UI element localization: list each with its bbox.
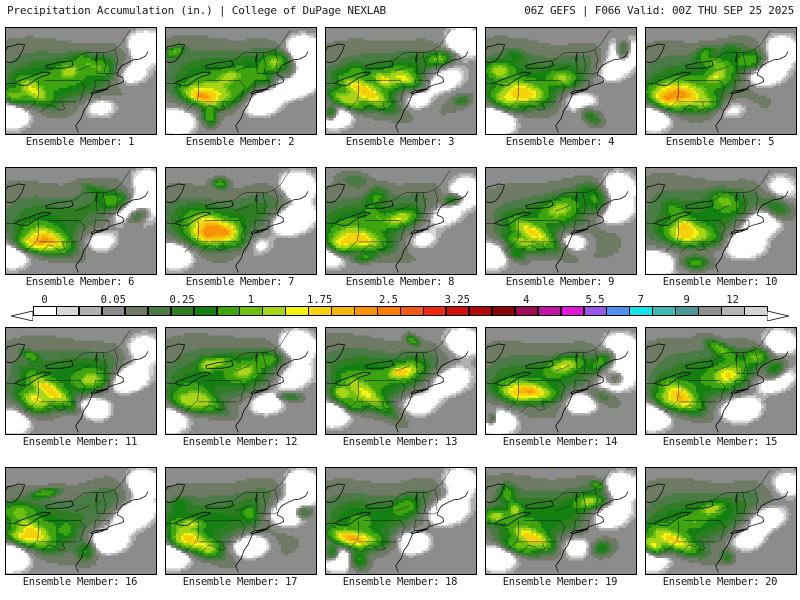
- ensemble-panel-label-16: Ensemble Member: 16: [22, 576, 138, 588]
- page-title: Precipitation Accumulation (in.) | Colle…: [7, 4, 386, 17]
- colorbar-tick-0: 0: [41, 294, 48, 306]
- colorbar-segment: [193, 306, 218, 316]
- colorbar-segment: [629, 306, 653, 316]
- ensemble-panel-label-2: Ensemble Member: 2: [185, 136, 295, 148]
- colorbar-segment: [262, 306, 286, 316]
- ensemble-panel-label-10: Ensemble Member: 10: [662, 276, 778, 288]
- ensemble-panel-label-8: Ensemble Member: 8: [345, 276, 455, 288]
- colorbar-segment: [101, 306, 126, 316]
- ensemble-panel-1[interactable]: [5, 27, 157, 135]
- ensemble-panel-9[interactable]: [485, 167, 637, 275]
- ensemble-panel-4[interactable]: [485, 27, 637, 135]
- colorbar-segment: [652, 306, 676, 316]
- colorbar-segment: [239, 306, 263, 316]
- ensemble-panel-16[interactable]: [5, 467, 157, 575]
- chart-header: Precipitation Accumulation (in.) | Colle…: [0, 0, 800, 24]
- colorbar-extend-right-arrow: [766, 306, 790, 322]
- ensemble-panel-6[interactable]: [5, 167, 157, 275]
- colorbar-segment: [468, 306, 493, 316]
- colorbar-tick-7: 4: [523, 294, 530, 306]
- colorbar-segment: [354, 306, 378, 316]
- colorbar-segment: [721, 306, 745, 316]
- colorbar-tick-9: 7: [637, 294, 644, 306]
- colorbar-segment: [33, 306, 57, 316]
- ensemble-panel-label-9: Ensemble Member: 9: [505, 276, 615, 288]
- colorbar-segment: [147, 306, 172, 316]
- ensemble-panel-label-4: Ensemble Member: 4: [505, 136, 615, 148]
- colorbar-segment: [331, 306, 355, 316]
- colorbar-segment: [400, 306, 424, 316]
- colorbar-segment: [560, 306, 585, 316]
- ensemble-panel-10[interactable]: [645, 167, 797, 275]
- ensemble-panel-label-19: Ensemble Member: 19: [502, 576, 618, 588]
- ensemble-panel-label-5: Ensemble Member: 5: [665, 136, 775, 148]
- ensemble-panel-11[interactable]: [5, 327, 157, 435]
- ensemble-panel-label-20: Ensemble Member: 20: [662, 576, 778, 588]
- ensemble-panel-14[interactable]: [485, 327, 637, 435]
- ensemble-panel-label-18: Ensemble Member: 18: [342, 576, 458, 588]
- colorbar: 0 0.05 0.25 1 1.75 2.5 3.25 4 5.5 7 9 12: [0, 294, 800, 324]
- colorbar-segment: [124, 306, 149, 316]
- ensemble-panel-label-6: Ensemble Member: 6: [25, 276, 135, 288]
- ensemble-panel-19[interactable]: [485, 467, 637, 575]
- ensemble-panel-8[interactable]: [325, 167, 477, 275]
- colorbar-tick-3: 1: [247, 294, 255, 306]
- colorbar-segment: [422, 306, 447, 316]
- colorbar-segment: [308, 306, 332, 316]
- ensemble-panel-15[interactable]: [645, 327, 797, 435]
- colorbar-tick-10: 9: [683, 294, 690, 306]
- ensemble-panel-12[interactable]: [165, 327, 317, 435]
- ensemble-panel-label-3: Ensemble Member: 3: [345, 136, 455, 148]
- colorbar-tick-4: 1.75: [307, 294, 333, 306]
- ensemble-panel-2[interactable]: [165, 27, 317, 135]
- colorbar-segment: [216, 306, 241, 316]
- colorbar-segment: [285, 306, 309, 316]
- colorbar-segment: [491, 306, 516, 316]
- ensemble-panel-13[interactable]: [325, 327, 477, 435]
- colorbar-segment: [445, 306, 470, 316]
- colorbar-segment: [514, 306, 539, 316]
- colorbar-segment: [537, 306, 562, 316]
- colorbar-tick-2: 0.25: [169, 294, 195, 306]
- ensemble-panel-label-13: Ensemble Member: 13: [342, 436, 458, 448]
- colorbar-bar: [0, 306, 800, 322]
- colorbar-tick-5: 2.5: [379, 294, 398, 306]
- ensemble-panel-label-11: Ensemble Member: 11: [22, 436, 138, 448]
- ensemble-panel-label-14: Ensemble Member: 14: [502, 436, 618, 448]
- ensemble-panel-label-12: Ensemble Member: 12: [182, 436, 298, 448]
- ensemble-panel-5[interactable]: [645, 27, 797, 135]
- ensemble-panel-3[interactable]: [325, 27, 477, 135]
- colorbar-segment: [744, 306, 768, 316]
- colorbar-segment: [583, 306, 608, 316]
- ensemble-panel-7[interactable]: [165, 167, 317, 275]
- colorbar-segment: [78, 306, 103, 316]
- colorbar-segment: [675, 306, 699, 316]
- colorbar-segment: [606, 306, 630, 316]
- ensemble-panel-label-7: Ensemble Member: 7: [185, 276, 295, 288]
- ensemble-panel-label-15: Ensemble Member: 15: [662, 436, 778, 448]
- colorbar-tick-6: 3.25: [444, 294, 470, 306]
- ensemble-panel-18[interactable]: [325, 467, 477, 575]
- colorbar-segment: [377, 306, 401, 316]
- colorbar-segment: [55, 306, 80, 316]
- ensemble-panel-label-1: Ensemble Member: 1: [25, 136, 135, 148]
- ensemble-panel-label-17: Ensemble Member: 17: [182, 576, 298, 588]
- colorbar-segment: [170, 306, 195, 316]
- colorbar-tick-8: 5.5: [585, 294, 605, 306]
- ensemble-panel-17[interactable]: [165, 467, 317, 575]
- colorbar-tick-1: 0.05: [100, 294, 126, 306]
- colorbar-tick-11: 12: [726, 294, 739, 306]
- ensemble-panel-20[interactable]: [645, 467, 797, 575]
- colorbar-segment: [698, 306, 722, 316]
- model-run-subtitle: 06Z GEFS | F066 Valid: 00Z THU SEP 25 20…: [524, 4, 794, 17]
- colorbar-extend-left-arrow: [10, 306, 34, 322]
